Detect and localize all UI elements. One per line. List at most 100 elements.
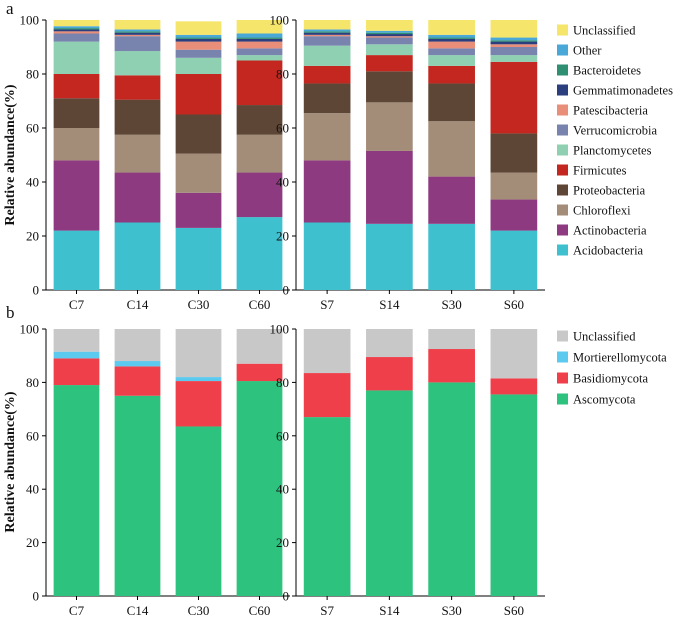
- bar-segment: [490, 40, 538, 42]
- bar-segment: [428, 65, 475, 84]
- y-tick-label: 60: [26, 428, 39, 443]
- bar-segment: [114, 32, 161, 35]
- legend-swatch: [557, 244, 568, 256]
- legend-swatch: [557, 351, 568, 363]
- bar-segment: [366, 55, 413, 72]
- bar-segment: [236, 33, 283, 38]
- legend-swatch: [557, 164, 568, 176]
- bar-segment: [366, 32, 413, 35]
- legend-swatch: [557, 330, 568, 342]
- bar-segment: [303, 417, 351, 596]
- bar-segment: [53, 29, 100, 32]
- y-axis-label: Relative abundance(%): [3, 84, 18, 226]
- x-tick-label: S30: [442, 603, 462, 617]
- bar-segment: [303, 160, 351, 223]
- bar-segment: [303, 31, 351, 33]
- legend-swatch: [557, 44, 568, 56]
- y-tick-label: 40: [26, 482, 39, 497]
- bar-segment: [175, 329, 222, 378]
- bar-segment: [53, 26, 100, 29]
- bar-segment: [236, 60, 283, 106]
- bar-segment: [236, 381, 283, 596]
- bar-segment: [53, 358, 100, 386]
- bar-segment: [490, 20, 538, 38]
- bar-segment: [175, 377, 222, 382]
- bar-segment: [114, 99, 161, 135]
- bar-segment: [428, 176, 475, 224]
- legend-swatch: [557, 224, 568, 236]
- y-tick-label: 80: [276, 375, 289, 390]
- bar-segment: [490, 133, 538, 173]
- bar-segment: [366, 44, 413, 56]
- bar-segment: [53, 28, 100, 30]
- bar-segment: [114, 366, 161, 396]
- y-tick-label: 20: [26, 229, 39, 244]
- y-tick-label: 0: [33, 589, 40, 604]
- bar-segment: [114, 20, 161, 30]
- legend-label: Unclassified: [573, 24, 636, 38]
- bar-segment: [175, 227, 222, 290]
- x-tick-label: S7: [320, 297, 334, 312]
- bar-segment: [490, 55, 538, 62]
- legend-swatch: [557, 144, 568, 156]
- bar-segment: [366, 329, 413, 358]
- bar-segment: [114, 222, 161, 290]
- bar-segment: [428, 37, 475, 39]
- y-tick-label: 0: [283, 589, 290, 604]
- panel-b: b Relative abundance(%) 0 20 40 60 80 100 C7 C1…: [3, 303, 667, 617]
- x-tick-label: C14: [127, 603, 149, 617]
- legend-label: Patescibacteria: [573, 104, 648, 118]
- legend-swatch: [557, 372, 568, 384]
- y-tick-label: 20: [26, 535, 39, 550]
- bar-segment: [114, 31, 161, 33]
- bar-segment: [303, 29, 351, 32]
- bar-segment: [366, 30, 413, 33]
- y-tick-label: 20: [276, 535, 289, 550]
- bar-segment: [428, 83, 475, 122]
- bar-segment: [366, 34, 413, 37]
- bar-segment: [236, 48, 283, 56]
- bar-segment: [490, 44, 538, 47]
- bar-segment: [175, 38, 222, 42]
- legend-label: Planctomycetes: [573, 144, 652, 158]
- legend-swatch: [557, 64, 568, 76]
- bar-segment: [175, 114, 222, 154]
- bar-segment: [53, 74, 100, 99]
- x-tick-label: C7: [69, 603, 85, 617]
- x-tick-label: S60: [504, 603, 524, 617]
- bar-segment: [175, 74, 222, 115]
- y-tick-label: 60: [276, 428, 289, 443]
- bar-segment: [114, 51, 161, 76]
- bar-segment: [428, 382, 475, 596]
- bar-segment: [490, 199, 538, 231]
- bar-segment: [366, 20, 413, 31]
- bar-plot-right: 0 20 40 60 80 100 S7 S14 S30 S60: [270, 13, 545, 312]
- bar-segment: [53, 33, 100, 42]
- x-tick-label: C60: [249, 297, 271, 312]
- bar-segment: [175, 41, 222, 50]
- bar-segment: [175, 21, 222, 35]
- bar-segment: [303, 113, 351, 161]
- bar-segment: [236, 217, 283, 290]
- bar-segment: [53, 20, 100, 27]
- legend-label: Unclassified: [573, 330, 636, 344]
- bar-segment: [53, 98, 100, 128]
- legend-swatch: [557, 393, 568, 405]
- bar-segment: [175, 57, 222, 74]
- legend-label: Actinobacteria: [573, 224, 647, 238]
- bar-segment: [175, 37, 222, 39]
- bar-segment: [490, 37, 538, 41]
- bar-segment: [428, 38, 475, 42]
- bar-segment: [366, 390, 413, 596]
- bar-segment: [53, 230, 100, 290]
- bar-segment: [175, 153, 222, 193]
- y-tick-label: 100: [270, 322, 290, 337]
- bar-segment: [53, 31, 100, 34]
- y-tick-label: 100: [270, 13, 290, 28]
- bar-segment: [175, 426, 222, 596]
- bar-segment: [490, 172, 538, 200]
- legend-swatch: [557, 184, 568, 196]
- y-axis-label: Relative abundance(%): [3, 391, 18, 533]
- y-tick-label: 80: [26, 375, 39, 390]
- legend-swatch: [557, 124, 568, 136]
